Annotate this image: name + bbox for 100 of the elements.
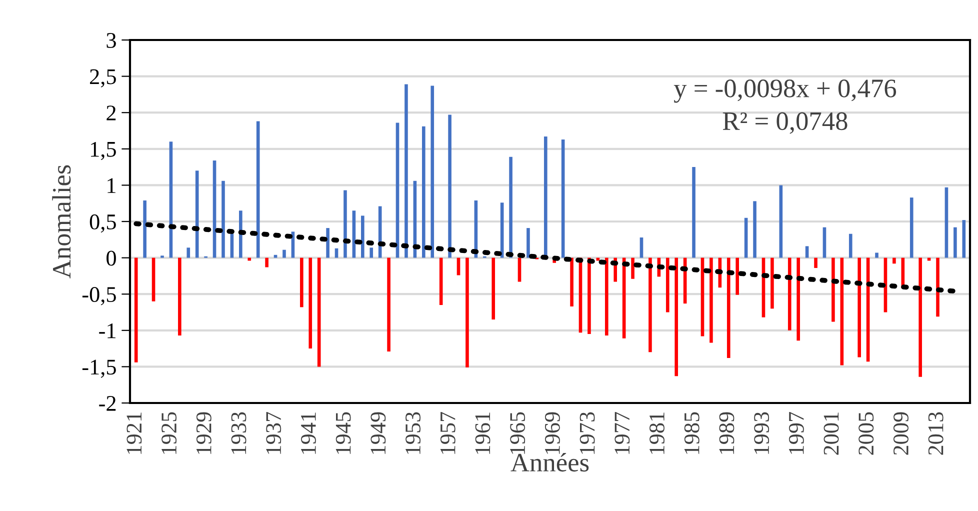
bar [848,234,852,258]
x-tick-label: 2013 [928,412,944,455]
bar [710,258,713,343]
x-tick-label: 2005 [858,412,874,455]
bar [962,220,966,258]
bar [186,248,190,258]
bar [430,86,434,258]
bar [317,258,321,367]
bar [518,258,522,282]
x-tick-label: 1985 [684,412,700,454]
y-tick-label: -2 [99,396,116,411]
annotation: y = -0,0098x + 0,476 [674,80,896,103]
bar [370,248,374,258]
x-tick-label: 1933 [231,412,246,454]
bar [361,216,364,258]
bar [640,237,644,258]
y-tick-label: -0,5 [82,287,116,306]
annotation: R² = 0,0748 [722,112,848,134]
bar [744,218,748,258]
bar [805,246,809,258]
bar [152,258,156,302]
bar [936,258,940,317]
y-tick-label: 0,5 [90,214,116,233]
bar [796,258,800,341]
x-tick-label: 1997 [788,412,804,454]
bar [631,258,634,279]
bar [892,258,896,264]
bar [396,122,400,258]
bar [736,258,739,295]
bar [858,258,861,358]
x-tick-label: 1993 [754,412,770,454]
bar [588,258,591,334]
bar [526,228,530,258]
y-tick-label: 1,5 [90,142,116,160]
y-tick-label: -1 [99,323,116,338]
bar [666,258,670,312]
bar [561,139,565,258]
x-tick-label: 1953 [406,412,420,454]
x-axis-title: Années [510,452,589,472]
y-axis-title: Anomalies [52,165,71,278]
bar [222,180,225,258]
bar [840,258,844,366]
bar [700,258,704,336]
bar [344,190,347,258]
x-tick-label: 2009 [893,412,908,455]
bar [404,84,408,258]
x-tick-label: 1965 [510,412,526,454]
bar [387,258,390,352]
bar [832,258,835,322]
bar [918,258,922,377]
bar [143,200,146,258]
y-tick-label: 2,5 [90,69,116,88]
bar [308,258,312,349]
bar [195,170,199,258]
bar [134,258,138,362]
bar [509,156,512,258]
y-tick-label: -1,5 [82,360,116,378]
bar [944,187,948,258]
bar [448,114,452,258]
y-tick-label: 1 [108,178,116,193]
bar [282,250,286,258]
bar [422,126,426,258]
bar [570,258,574,306]
bar [352,210,356,258]
x-tick-label: 1981 [649,412,664,454]
bar [300,258,304,308]
bar [954,227,957,258]
bar [875,252,878,258]
bar [326,228,330,258]
bar [265,258,268,268]
bar [212,160,216,258]
x-tick-label: 1929 [196,412,212,454]
x-tick-label: 1977 [614,412,630,454]
bar [910,198,914,258]
x-tick-label: 1945 [336,412,351,454]
bar [604,258,608,336]
bar [814,258,818,268]
bar [770,258,774,309]
bar [248,258,252,261]
y-tick-label: 3 [106,32,116,48]
bar [230,234,234,258]
bar [466,258,469,368]
bar [334,248,338,258]
x-tick-label: 1957 [440,412,456,454]
bar [439,258,443,305]
bar [648,258,652,352]
bar [256,121,260,258]
bar [822,227,826,258]
bar [274,254,278,258]
x-tick-label: 1973 [580,412,595,454]
bar [178,258,182,336]
bar [692,167,696,258]
bar [492,258,496,320]
bar [753,201,756,258]
x-tick-label: 1961 [475,412,490,454]
x-tick-label: 1941 [301,412,316,454]
bar [779,185,783,258]
x-tick-label: 1925 [162,412,177,454]
bar [726,258,730,358]
x-tick-label: 1949 [370,412,386,454]
